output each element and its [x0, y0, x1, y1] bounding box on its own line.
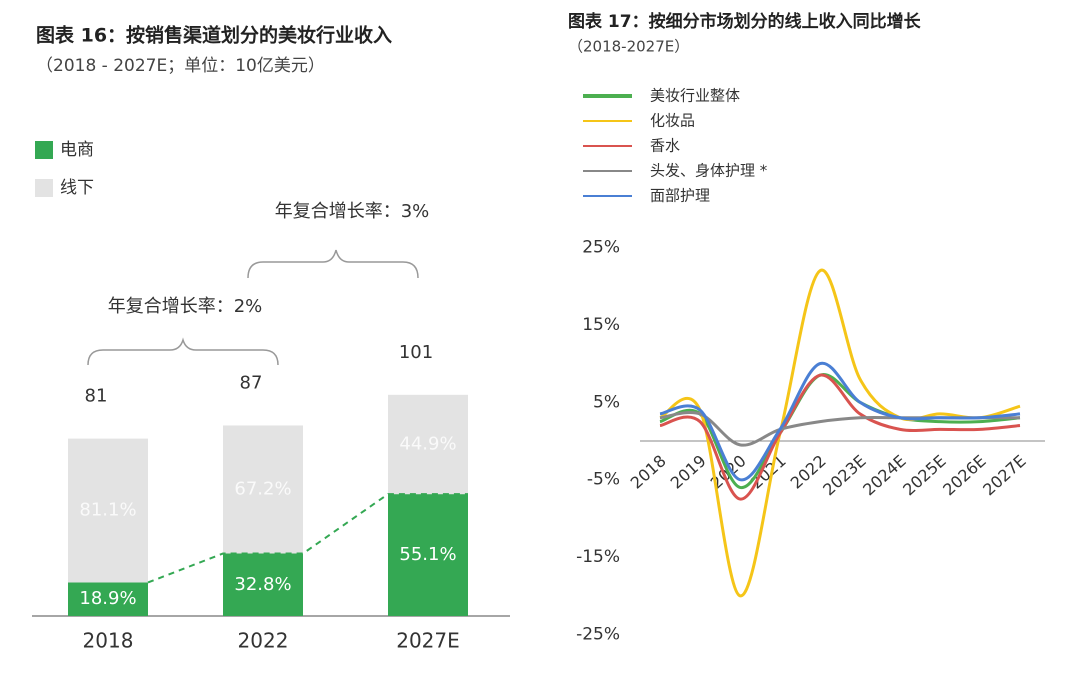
x-tick-label: 2022 [238, 629, 289, 653]
bracket [87, 337, 279, 366]
annotation: 年复合增长率：3% [275, 201, 430, 222]
legend-label: 线下 [60, 178, 94, 198]
value-label: 55.1% [399, 544, 456, 565]
bar-segment [68, 438, 148, 583]
x-tick-label: 2018 [627, 451, 670, 492]
y-tick-label: -15% [576, 547, 620, 567]
bracket [247, 249, 419, 279]
legend-label: 美妆行业整体 [650, 87, 740, 105]
total-label: 87 [240, 372, 263, 393]
bar-segment [223, 553, 303, 616]
x-tick-label: 2019 [667, 451, 710, 492]
x-tick-label: 2026E [939, 451, 989, 499]
legend-label: 香水 [650, 137, 680, 155]
x-tick-label: 2018 [83, 629, 134, 653]
series-line [659, 268, 1021, 598]
y-tick-label: 25% [582, 238, 620, 258]
bar-segment [68, 582, 148, 616]
total-label: 101 [399, 342, 433, 363]
legend-label: 头发、身体护理 * [650, 162, 768, 180]
trend-line [147, 493, 468, 584]
value-label: 81.1% [79, 500, 136, 521]
x-tick-label: 2025E [899, 451, 949, 499]
bar-segment [223, 425, 303, 554]
legend-swatch [35, 141, 53, 159]
x-tick-label: 2023E [819, 451, 869, 499]
chart-subtitle: （2018 - 2027E；单位：10亿美元） [36, 56, 325, 76]
bar-segment [388, 494, 468, 616]
series-line [659, 361, 1021, 482]
legend-swatch [35, 179, 53, 197]
bar-segment [388, 394, 468, 495]
legend-label: 面部护理 [650, 187, 710, 205]
chart-subtitle: （2018-2027E） [568, 38, 689, 56]
value-label: 67.2% [234, 478, 291, 499]
chart-title: 图表 17：按细分市场划分的线上收入同比增长 [568, 11, 922, 32]
x-tick-label: 2027E [396, 629, 460, 653]
y-tick-label: -5% [587, 470, 620, 490]
legend-label: 电商 [60, 140, 94, 160]
x-tick-label: 2024E [859, 451, 909, 499]
series-line [659, 373, 1021, 489]
value-label: 32.8% [234, 574, 291, 595]
value-label: 18.9% [79, 588, 136, 609]
value-label: 44.9% [399, 433, 456, 454]
series-line [659, 373, 1021, 501]
y-tick-label: -25% [576, 625, 620, 645]
y-tick-label: 5% [593, 392, 620, 412]
legend-label: 化妆品 [650, 112, 695, 130]
annotation: 年复合增长率：2% [108, 296, 263, 317]
total-label: 81 [85, 386, 108, 407]
chart-title: 图表 16：按销售渠道划分的美妆行业收入 [36, 24, 392, 47]
y-tick-label: 15% [582, 315, 620, 335]
x-tick-label: 2027E [979, 451, 1029, 499]
